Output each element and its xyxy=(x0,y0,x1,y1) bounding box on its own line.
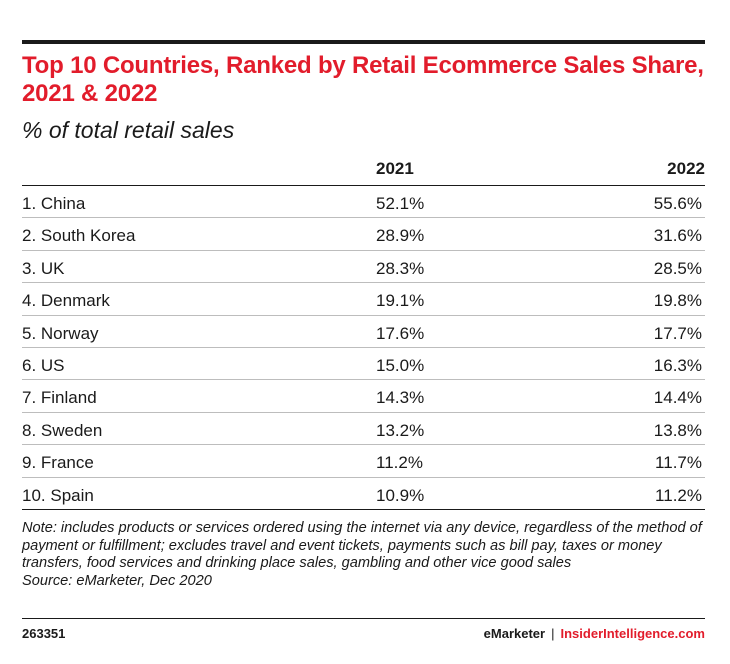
value-2022: 19.8% xyxy=(653,291,702,311)
value-2022: 55.6% xyxy=(653,194,702,213)
value-2021: 28.9% xyxy=(376,226,425,246)
table-row: 10. Spain 10.9% 11.2% xyxy=(22,478,705,510)
bottom-rule xyxy=(22,618,705,619)
country-label: 4. Denmark xyxy=(22,291,110,311)
value-2022: 28.5% xyxy=(653,258,702,278)
value-2022: 31.6% xyxy=(653,226,702,246)
value-2022: 13.8% xyxy=(653,420,702,440)
table-row: 3. UK 28.3% 28.5% xyxy=(22,251,705,284)
top-rule xyxy=(22,40,705,44)
brand-emarketer: eMarketer xyxy=(483,626,546,641)
country-label: 10. Spain xyxy=(22,485,94,505)
country-label: 7. Finland xyxy=(22,388,97,408)
value-2021: 13.2% xyxy=(376,420,425,440)
table-row: 6. US 15.0% 16.3% xyxy=(22,348,705,381)
table-row: 2. South Korea 28.9% 31.6% xyxy=(22,218,705,251)
country-label: 1. China xyxy=(22,194,86,213)
column-header-2022: 2022 xyxy=(667,159,705,178)
table-row: 5. Norway 17.6% 17.7% xyxy=(22,316,705,348)
value-2021: 11.2% xyxy=(376,453,423,473)
footer-brand: eMarketer | InsiderIntelligence.com xyxy=(484,626,705,642)
value-2022: 17.7% xyxy=(653,323,702,343)
brand-insider-intelligence: InsiderIntelligence.com xyxy=(560,626,706,641)
country-label: 6. US xyxy=(22,355,65,375)
column-header-2021: 2021 xyxy=(376,159,414,178)
header-rule xyxy=(22,185,705,186)
value-2021: 15.0% xyxy=(376,355,425,375)
value-2022: 11.7% xyxy=(655,453,702,473)
chart-id: 263351 xyxy=(22,626,66,641)
value-2021: 14.3% xyxy=(376,388,425,408)
chart-title: Top 10 Countries, Ranked by Retail Ecomm… xyxy=(22,52,704,107)
chart-subtitle: % of total retail sales xyxy=(22,117,235,143)
value-2021: 19.1% xyxy=(376,291,425,311)
country-label: 5. Norway xyxy=(22,323,99,343)
footnote: Note: includes products or services orde… xyxy=(22,520,702,571)
value-2021: 52.1% xyxy=(376,194,425,213)
source-line: Source: eMarketer, Dec 2020 xyxy=(22,572,212,589)
note-block: Note: includes products or services orde… xyxy=(22,520,722,590)
table-row: 1. China 52.1% 55.6% xyxy=(22,186,705,219)
country-label: 3. UK xyxy=(22,258,65,278)
table-row: 8. Sweden 13.2% 13.8% xyxy=(22,413,705,446)
value-2022: 16.3% xyxy=(653,355,702,375)
country-label: 2. South Korea xyxy=(22,226,136,246)
table-row: 7. Finland 14.3% 14.4% xyxy=(22,380,705,413)
table-row: 9. France 11.2% 11.7% xyxy=(22,445,705,478)
country-label: 9. France xyxy=(22,453,94,473)
value-2022: 14.4% xyxy=(653,388,702,408)
brand-separator: | xyxy=(551,626,555,641)
table-row: 4. Denmark 19.1% 19.8% xyxy=(22,283,705,316)
country-label: 8. Sweden xyxy=(22,420,103,440)
value-2021: 10.9% xyxy=(376,485,425,505)
value-2021: 17.6% xyxy=(376,323,425,343)
value-2022: 11.2% xyxy=(655,485,702,505)
data-table: 1. China 52.1% 55.6% 2. South Korea 28.9% 31.… xyxy=(22,186,705,510)
value-2021: 28.3% xyxy=(376,258,425,278)
